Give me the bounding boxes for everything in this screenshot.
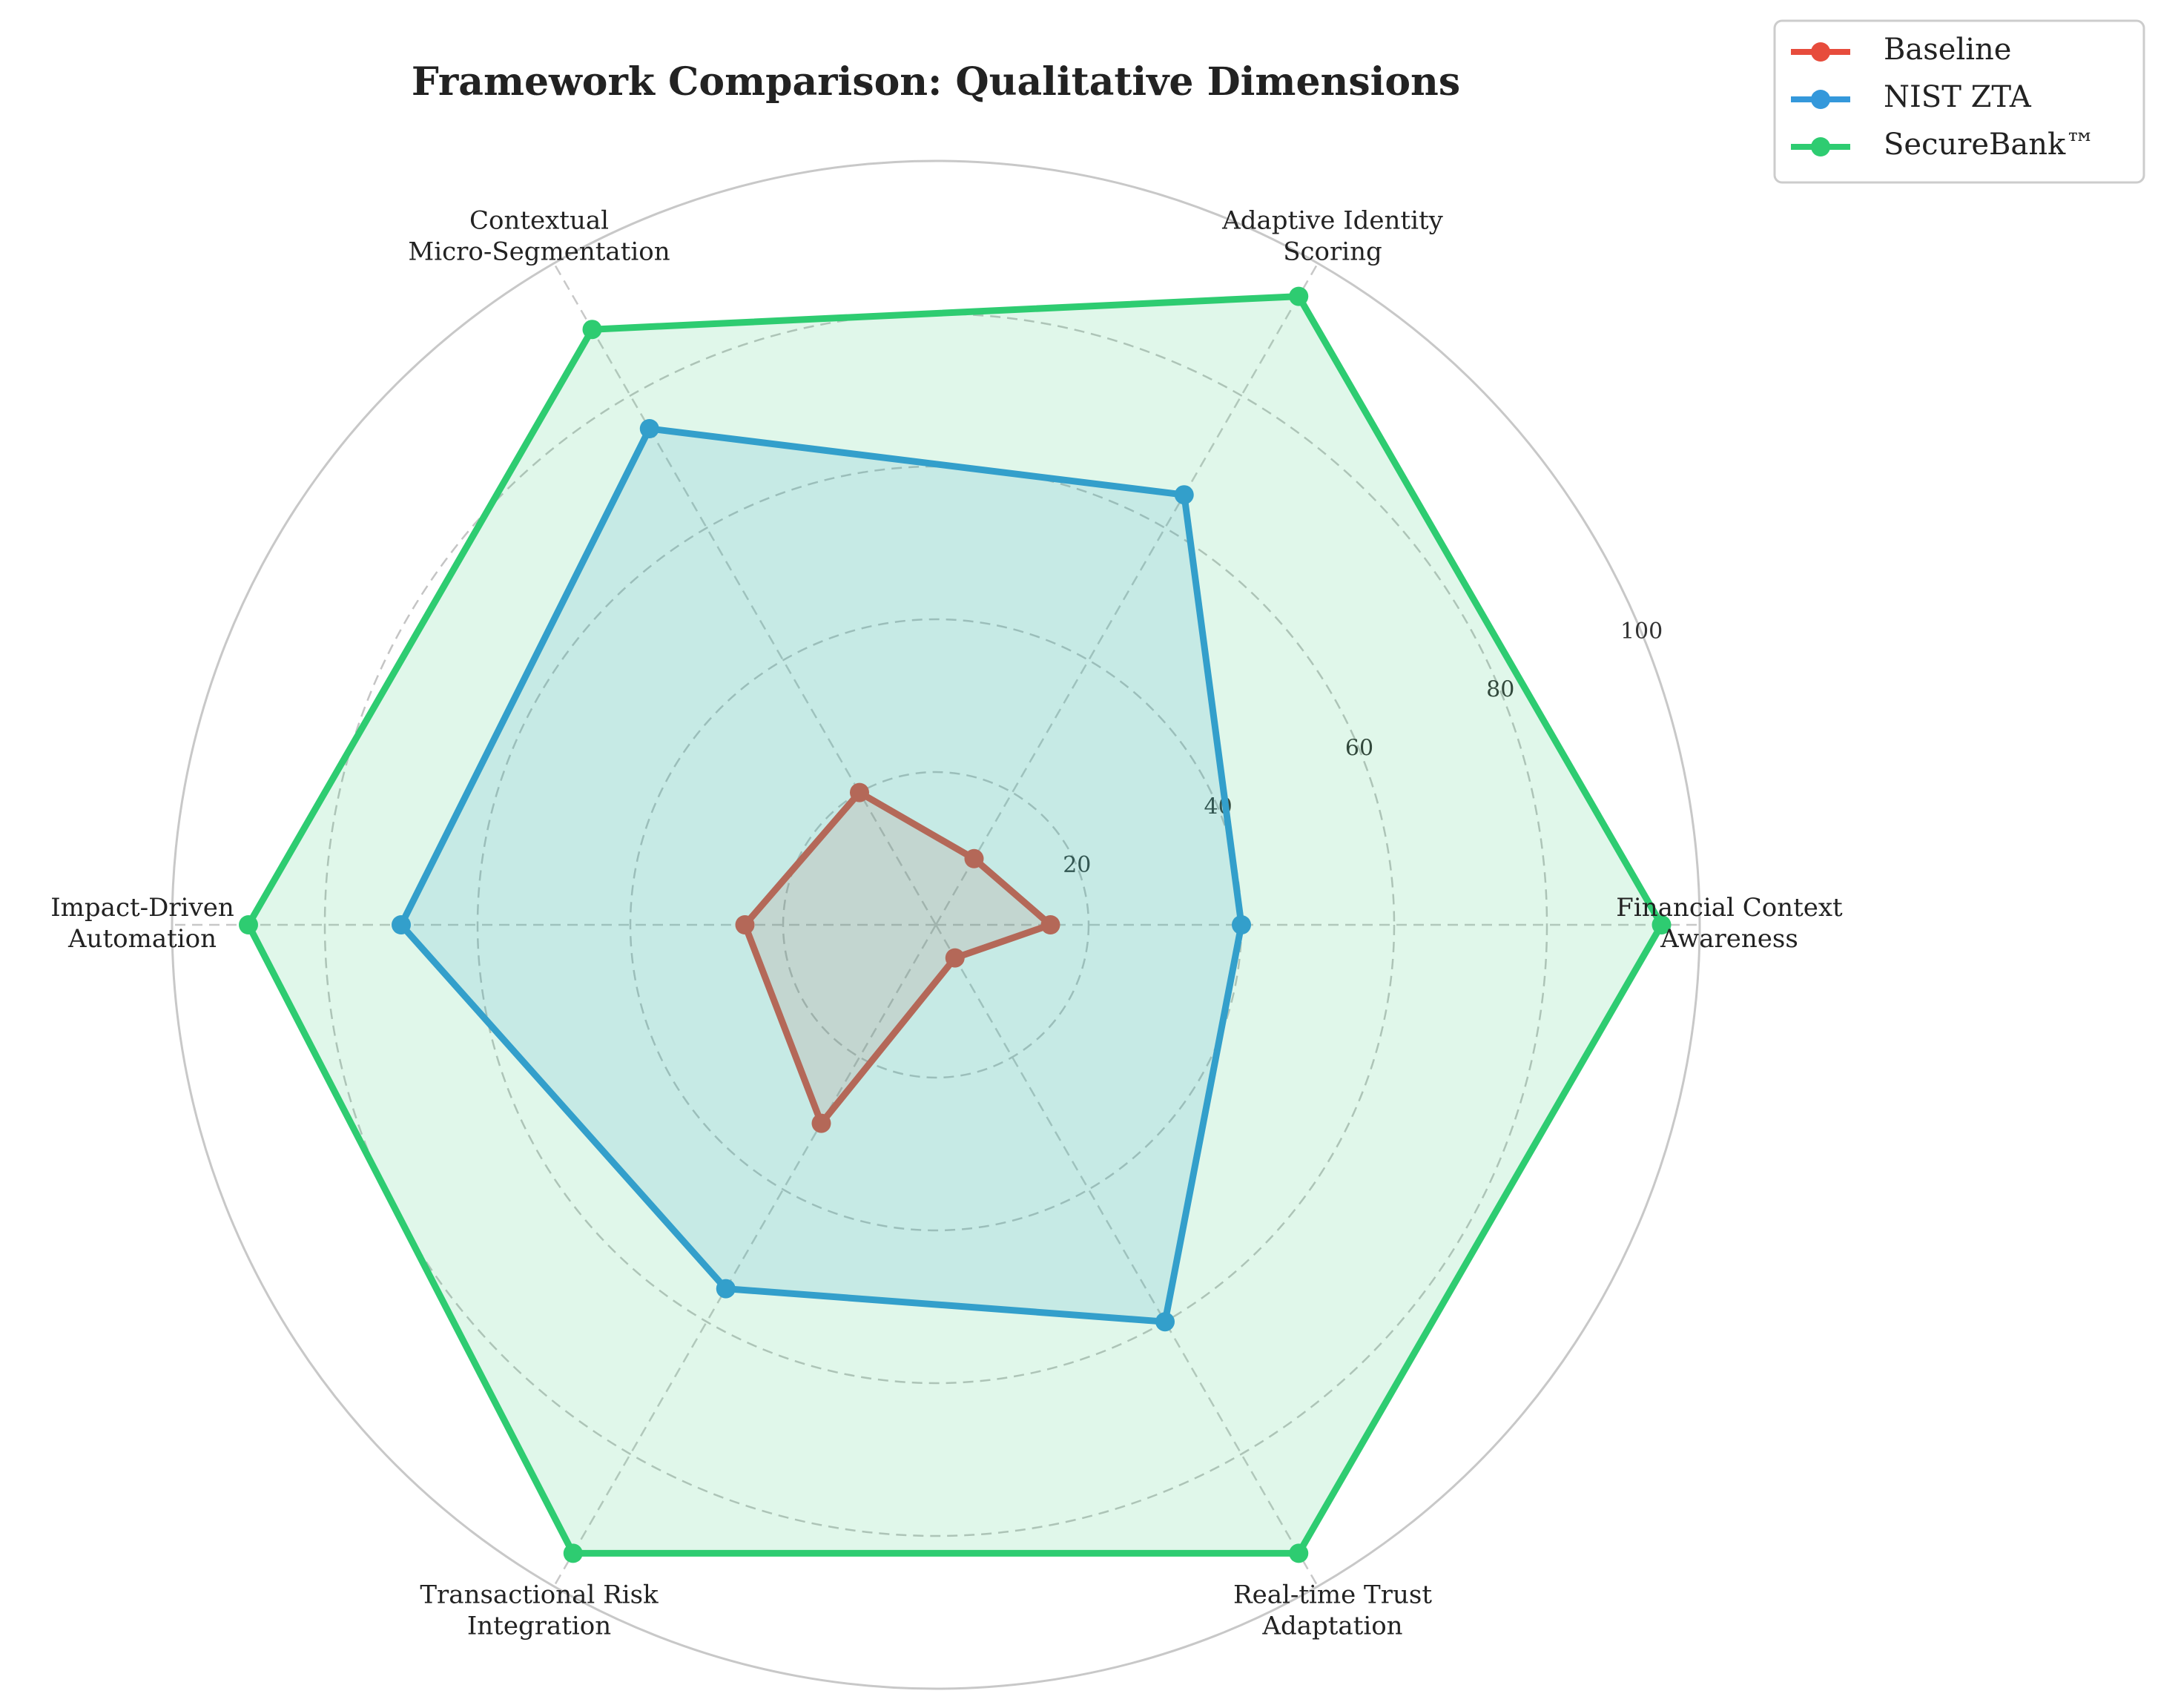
axis-label: Adaptive Identity Scoring xyxy=(1221,205,1443,266)
data-point xyxy=(1232,915,1251,934)
grid-spoke xyxy=(934,263,1319,926)
data-point xyxy=(1174,485,1194,505)
grid-ring-100 xyxy=(171,159,1701,1690)
data-point xyxy=(850,782,869,802)
grid-ring-20 xyxy=(782,771,1090,1079)
grid-spoke xyxy=(552,924,937,1587)
series-fill-1 xyxy=(401,429,1241,1322)
radial-tick-label: 80 xyxy=(1486,677,1514,703)
data-point xyxy=(735,915,755,934)
legend-frame xyxy=(1773,19,2145,184)
data-point xyxy=(1155,1312,1175,1332)
legend-label: SecureBank™ xyxy=(1884,128,2095,162)
data-point xyxy=(582,320,602,340)
data-point xyxy=(811,1113,831,1133)
legend-label: Baseline xyxy=(1884,33,2011,67)
radial-tick-label: 60 xyxy=(1345,736,1373,762)
grid-spoke xyxy=(552,263,937,926)
data-point xyxy=(964,848,984,868)
radial-tick-label: 20 xyxy=(1063,852,1091,878)
radar-series xyxy=(239,286,1672,1563)
data-point xyxy=(1289,286,1309,306)
axis-label: Transactional Risk Integration xyxy=(420,1580,659,1641)
radial-tick-label: 100 xyxy=(1620,619,1663,644)
axis-label: Financial Context Awareness xyxy=(1616,893,1843,954)
legend-label: NIST ZTA xyxy=(1884,80,2032,114)
grid-ring-80 xyxy=(323,312,1548,1537)
data-point xyxy=(563,1543,583,1563)
data-point xyxy=(239,915,258,934)
data-point xyxy=(1652,915,1672,934)
data-point xyxy=(1289,1543,1309,1563)
legend-marker xyxy=(1811,42,1830,62)
legend: Baseline NIST ZTA SecureBank™ xyxy=(1773,19,2145,184)
grid-spoke xyxy=(934,924,1319,1587)
series-fill-2 xyxy=(248,296,1662,1554)
legend-marker xyxy=(1811,137,1830,156)
axis-labels: Financial Context Awareness Adaptive Ident… xyxy=(50,205,1843,1641)
axis-label: Real-time Trust Adaptation xyxy=(1233,1580,1432,1641)
legend-marker xyxy=(1811,90,1830,109)
data-point xyxy=(1040,915,1060,934)
chart-title: Framework Comparison: Qualitative Dimens… xyxy=(412,59,1460,105)
data-point xyxy=(716,1279,736,1299)
data-point xyxy=(392,915,411,934)
data-point xyxy=(945,948,965,968)
axis-label: Contextual Micro-Segmentation xyxy=(408,205,670,266)
series-fill-0 xyxy=(745,792,1051,1124)
axis-label: Impact-Driven Automation xyxy=(50,893,234,954)
data-point xyxy=(639,418,659,438)
